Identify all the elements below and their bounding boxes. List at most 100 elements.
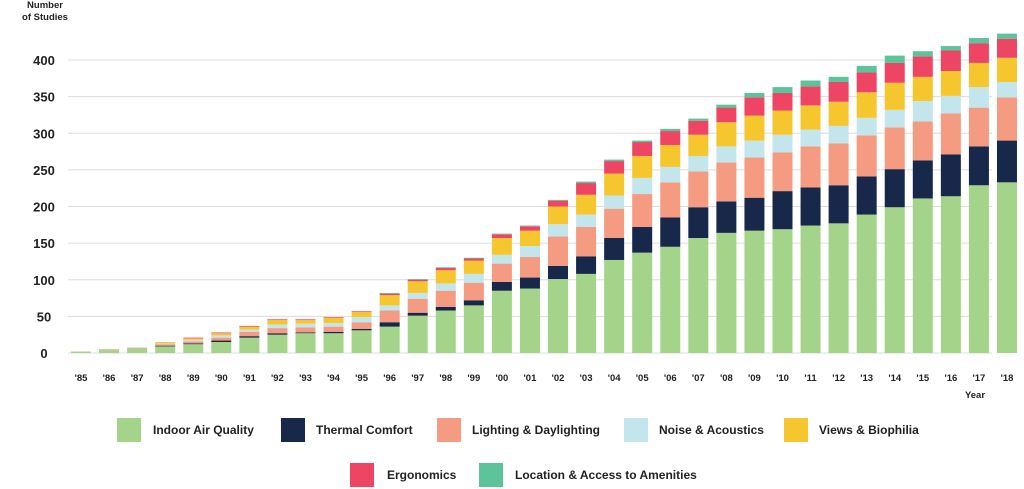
bar-segment <box>800 105 821 130</box>
y-tick-label: 0 <box>40 346 47 361</box>
bar-segment <box>548 279 569 353</box>
bar-segment <box>211 332 232 334</box>
bar-segment <box>323 331 344 334</box>
x-tick-label: '08 <box>720 373 733 384</box>
y-tick-label: 150 <box>33 236 55 251</box>
legend-label: Indoor Air Quality <box>153 423 254 437</box>
bar-segment <box>267 333 288 335</box>
bar-segment <box>828 81 849 102</box>
bar-segment <box>660 128 681 132</box>
bar-segment <box>267 328 288 334</box>
bar-segment <box>463 258 484 261</box>
bar-segment <box>239 337 260 353</box>
legend-swatch <box>784 418 808 442</box>
x-tick-label: '91 <box>243 373 257 384</box>
x-tick-label: '09 <box>748 373 761 384</box>
bar-segment <box>940 50 961 71</box>
bar-segment <box>968 38 989 44</box>
bar-segment <box>576 227 597 257</box>
x-tick-label: '93 <box>299 373 312 384</box>
bar-segment <box>491 234 512 238</box>
x-tick-label: '97 <box>411 373 424 384</box>
bar-segment <box>968 146 989 186</box>
legend-label: Noise & Acoustics <box>659 423 764 437</box>
bar-segment <box>688 134 709 156</box>
x-tick-label: '17 <box>973 373 986 384</box>
bar-segment <box>99 349 120 351</box>
bar-segment <box>996 182 1017 353</box>
bar-segment <box>491 281 512 291</box>
bar-segment <box>435 283 456 291</box>
x-axis-ticks: '85 '86 '87 '88 '89 '90 '91 '92 '93 '94 '95 '96 '97 '… <box>75 373 1014 384</box>
bar-segment <box>435 310 456 353</box>
bar-segment <box>996 57 1017 82</box>
bar-segment <box>828 185 849 224</box>
bar-segment <box>267 319 288 321</box>
bar-segment <box>548 224 569 237</box>
x-tick-label: '07 <box>692 373 705 384</box>
x-tick-label: '01 <box>524 373 538 384</box>
x-tick-label: '10 <box>776 373 789 384</box>
bar-segment <box>772 92 793 111</box>
bar-segment <box>884 82 905 110</box>
bar-segment <box>688 118 709 121</box>
bar-segment <box>632 177 653 195</box>
bar-segment <box>912 76 933 102</box>
bar-segment <box>912 198 933 353</box>
legend-swatch <box>624 418 648 442</box>
y-tick-label: 100 <box>33 273 55 288</box>
bar-segment <box>688 237 709 353</box>
bar-segment <box>800 187 821 226</box>
legend-label: Location & Access to Amenities <box>515 468 697 482</box>
bar-segment <box>912 101 933 122</box>
bar-segment <box>660 217 681 247</box>
bar-segment <box>940 154 961 197</box>
bar-segment <box>351 311 372 318</box>
bar-segment <box>856 176 877 215</box>
x-axis-title: Year <box>965 390 985 401</box>
bar-segment <box>183 344 204 353</box>
bar-segment <box>407 315 428 353</box>
x-tick-label: '00 <box>495 373 508 384</box>
bar-segment <box>576 214 597 228</box>
bar-segment <box>632 227 653 253</box>
bar-segment <box>884 127 905 170</box>
bar-segment <box>407 279 428 280</box>
bar-segment <box>604 208 625 238</box>
bar-segment <box>351 311 372 312</box>
bar-segment <box>183 337 204 339</box>
bar-segment <box>744 157 765 198</box>
bar-segment <box>716 107 737 123</box>
bar-segment <box>211 335 232 338</box>
bar-segment <box>576 256 597 274</box>
bar-segment <box>548 265 569 280</box>
bar-segment <box>548 199 569 201</box>
bar-segment <box>912 51 933 57</box>
bar-segment <box>407 279 428 282</box>
legend-label: Lighting & Daylighting <box>472 423 600 437</box>
bar-segment <box>744 97 765 116</box>
bar-segment <box>519 230 540 247</box>
x-tick-label: '88 <box>159 373 172 384</box>
bar-segment <box>491 263 512 282</box>
y-tick-label: 350 <box>33 90 55 105</box>
bar-segment <box>435 268 456 271</box>
x-tick-label: '06 <box>664 373 677 384</box>
bar-segment <box>379 310 400 323</box>
bar-segment <box>856 117 877 136</box>
bar-segment <box>548 200 569 207</box>
x-tick-label: '99 <box>467 373 480 384</box>
bar-segment <box>604 173 625 196</box>
bar-segment <box>856 65 877 73</box>
bar-segment <box>463 300 484 306</box>
bar-segment <box>688 120 709 135</box>
bar-segment <box>660 144 681 167</box>
bar-segment <box>744 230 765 353</box>
bar-segment <box>267 334 288 353</box>
legend-swatch <box>350 463 374 487</box>
bar-segment <box>239 329 260 332</box>
bar-segment <box>379 322 400 327</box>
x-tick-label: '11 <box>804 373 817 384</box>
gridlines <box>68 59 992 354</box>
